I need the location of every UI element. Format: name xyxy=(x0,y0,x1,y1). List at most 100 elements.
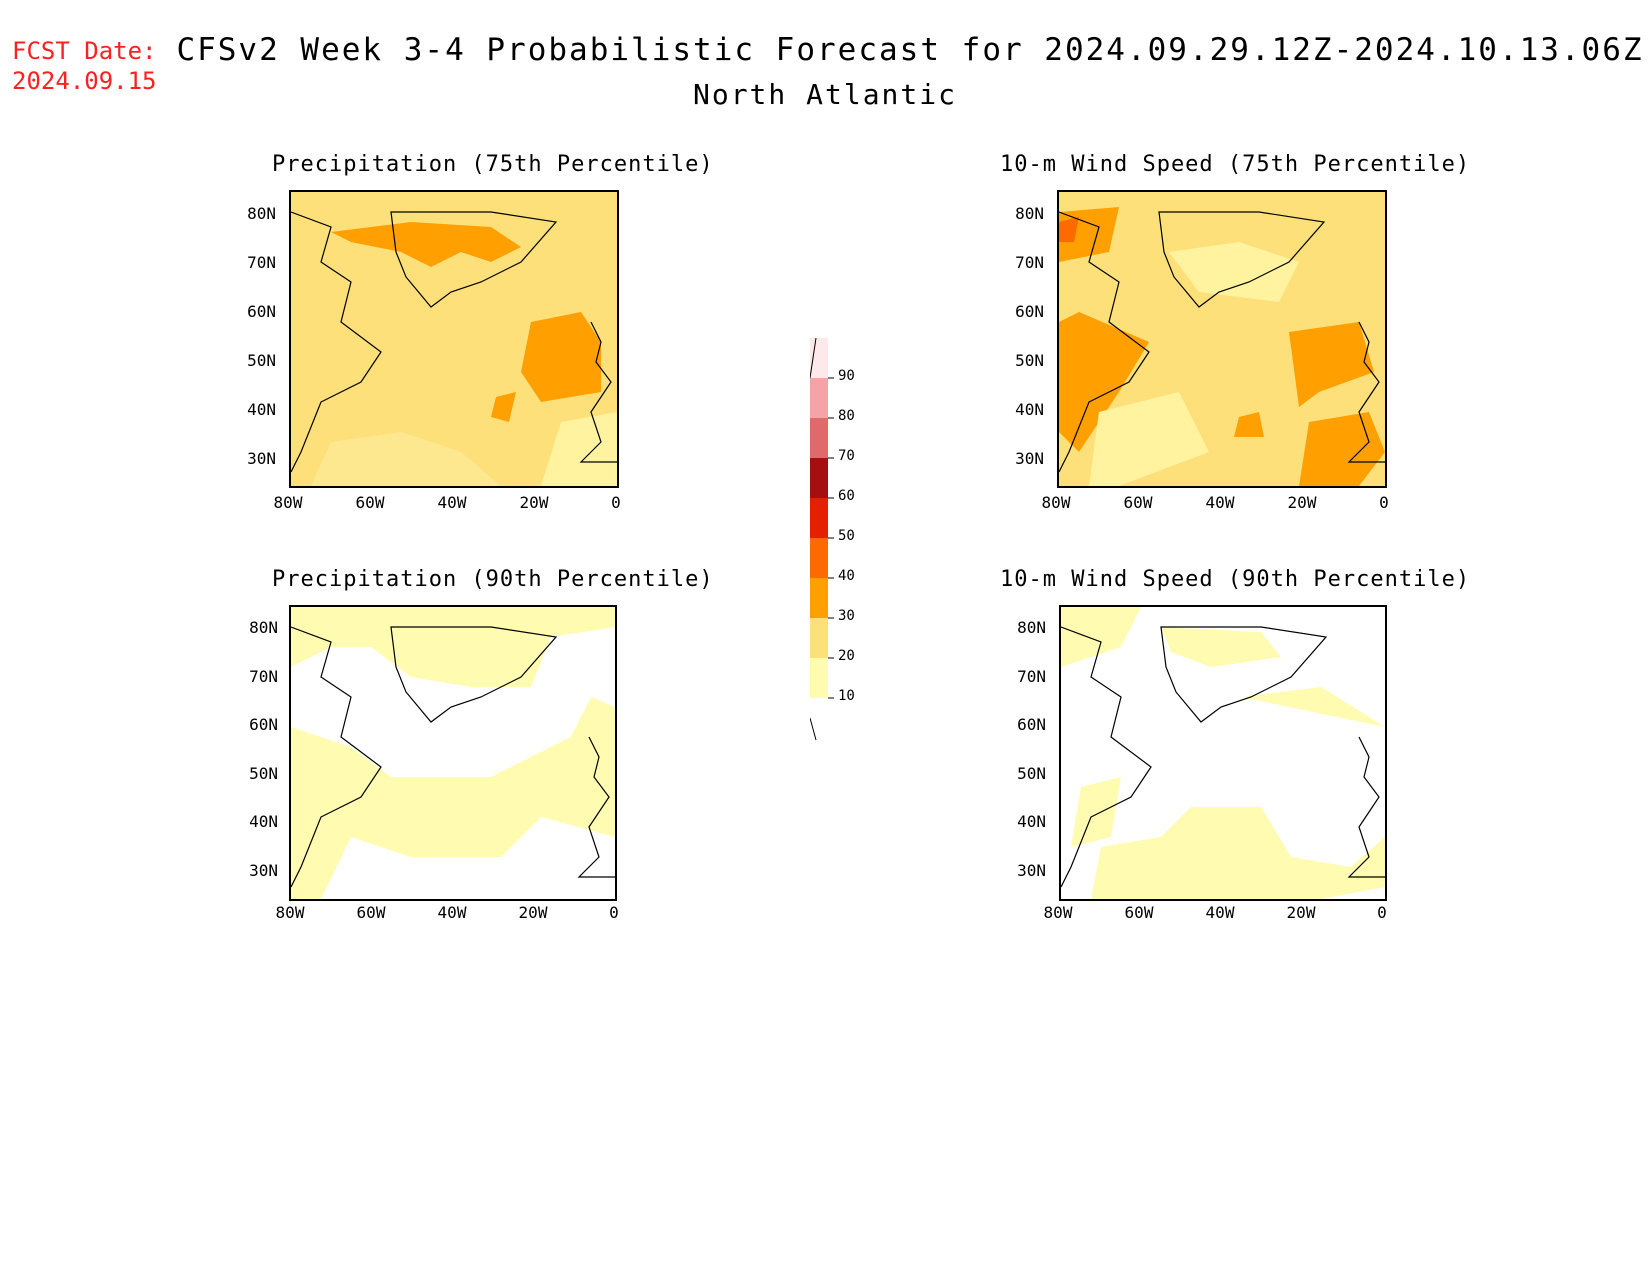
fcst-label: FCST Date: xyxy=(12,37,157,65)
lon-tick-80w: 80W xyxy=(275,903,305,922)
europe-coast xyxy=(579,321,617,463)
lat-tick-50n: 50N xyxy=(1017,764,1046,783)
colorbar-swatch-6 xyxy=(810,578,828,618)
lon-tick-20w: 20W xyxy=(1287,493,1317,512)
colorbar-label-20: 20 xyxy=(838,648,855,664)
lon-tick-0: 0 xyxy=(1377,903,1387,922)
lat-tick-40n: 40N xyxy=(1015,400,1044,419)
map-precip75-svg xyxy=(291,211,617,486)
wind75-light-south xyxy=(1089,392,1209,486)
europe-coast xyxy=(1347,321,1385,463)
panel-title-precip75: Precipitation (75th Percentile) xyxy=(272,152,714,177)
lat-tick-50n: 50N xyxy=(249,764,278,783)
lat-tick-30n: 30N xyxy=(1017,861,1046,880)
colorbar-top-tip xyxy=(809,337,817,379)
greenland-coast xyxy=(390,211,558,308)
lon-tick-80w: 80W xyxy=(273,493,303,512)
colorbar-swatch-3 xyxy=(810,458,828,498)
lat-tick-60n: 60N xyxy=(1017,715,1046,734)
colorbar-label-40: 40 xyxy=(838,568,855,584)
panel-title-wind90: 10-m Wind Speed (90th Percentile) xyxy=(1000,567,1471,592)
lon-tick-0: 0 xyxy=(611,493,621,512)
map-wind75-svg xyxy=(1059,207,1385,486)
precip75-light-south xyxy=(311,432,501,486)
panel-title-wind75: 10-m Wind Speed (75th Percentile) xyxy=(1000,152,1471,177)
lat-tick-30n: 30N xyxy=(1015,449,1044,468)
fcst-date-block: FCST Date: 2024.09.15 xyxy=(12,36,157,96)
precip75-light-se xyxy=(541,412,617,486)
wind90-yellow-south xyxy=(1091,687,1385,899)
wind75-orange-europe xyxy=(1289,322,1374,407)
fcst-date: 2024.09.15 xyxy=(12,67,157,95)
map-precip90-svg xyxy=(291,607,615,899)
colorbar-swatch-7 xyxy=(810,618,828,658)
panel-title-precip90: Precipitation (90th Percentile) xyxy=(272,567,714,592)
lon-tick-0: 0 xyxy=(1379,493,1389,512)
lat-tick-80n: 80N xyxy=(247,204,276,223)
precip75-orange-patch1 xyxy=(491,392,516,422)
wind75-light-center xyxy=(1169,242,1299,302)
colorbar-label-90: 90 xyxy=(838,368,855,384)
colorbar-swatch-2 xyxy=(810,418,828,458)
colorbar-svg xyxy=(809,337,834,741)
lon-tick-80w: 80W xyxy=(1043,903,1073,922)
wind90-yellow-coast xyxy=(1071,777,1121,847)
lon-tick-40w: 40W xyxy=(437,493,467,512)
lat-tick-60n: 60N xyxy=(249,715,278,734)
lon-tick-40w: 40W xyxy=(437,903,467,922)
lon-tick-40w: 40W xyxy=(1205,903,1235,922)
lat-tick-60n: 60N xyxy=(247,302,276,321)
map-precip90 xyxy=(289,605,617,901)
wind75-red-nw xyxy=(1059,217,1079,242)
precip75-orange-europe xyxy=(521,312,601,402)
lat-tick-80n: 80N xyxy=(249,618,278,637)
lat-tick-30n: 30N xyxy=(247,449,276,468)
colorbar-label-10: 10 xyxy=(838,688,855,704)
map-precip75 xyxy=(289,190,619,488)
lat-tick-40n: 40N xyxy=(247,400,276,419)
colorbar-label-60: 60 xyxy=(838,488,855,504)
lat-tick-40n: 40N xyxy=(249,812,278,831)
colorbar-swatch-8 xyxy=(810,658,828,698)
wind75-orange-se xyxy=(1299,412,1385,486)
precip90-yellow-north xyxy=(291,607,615,687)
lat-tick-50n: 50N xyxy=(247,351,276,370)
wind90-yellow-north xyxy=(1161,627,1281,667)
precip90-yellow-center xyxy=(291,697,615,899)
lon-tick-40w: 40W xyxy=(1205,493,1235,512)
lat-tick-80n: 80N xyxy=(1017,618,1046,637)
lon-tick-80w: 80W xyxy=(1041,493,1071,512)
colorbar-swatch-4 xyxy=(810,498,828,538)
colorbar-label-30: 30 xyxy=(838,608,855,624)
lon-tick-60w: 60W xyxy=(1123,493,1153,512)
lat-tick-60n: 60N xyxy=(1015,302,1044,321)
colorbar: 90 80 70 60 50 40 30 20 10 xyxy=(809,330,870,754)
colorbar-bottom-tip xyxy=(809,717,817,741)
page-title: CFSv2 Week 3-4 Probabilistic Forecast fo… xyxy=(176,32,1644,68)
lon-tick-20w: 20W xyxy=(1286,903,1316,922)
lat-tick-70n: 70N xyxy=(1017,667,1046,686)
lat-tick-50n: 50N xyxy=(1015,351,1044,370)
lat-tick-80n: 80N xyxy=(1015,204,1044,223)
colorbar-label-70: 70 xyxy=(838,448,855,464)
lat-tick-70n: 70N xyxy=(247,253,276,272)
page-subtitle: North Atlantic xyxy=(692,78,957,111)
america-coast xyxy=(291,211,382,473)
lon-tick-20w: 20W xyxy=(518,903,548,922)
europe-coast xyxy=(1347,736,1385,878)
colorbar-label-80: 80 xyxy=(838,408,855,424)
greenland-coast xyxy=(1160,626,1328,723)
europe-coast xyxy=(577,736,615,878)
greenland-coast xyxy=(390,626,558,723)
lat-tick-30n: 30N xyxy=(249,861,278,880)
wind75-orange-coast xyxy=(1059,312,1149,452)
map-wind90 xyxy=(1059,605,1387,901)
colorbar-swatch-1 xyxy=(810,378,828,418)
colorbar-swatch-5 xyxy=(810,538,828,578)
lon-tick-60w: 60W xyxy=(1124,903,1154,922)
precip75-orange-greenland xyxy=(331,222,521,267)
greenland-coast xyxy=(1158,211,1326,308)
lon-tick-60w: 60W xyxy=(355,493,385,512)
lat-tick-70n: 70N xyxy=(249,667,278,686)
lat-tick-40n: 40N xyxy=(1017,812,1046,831)
